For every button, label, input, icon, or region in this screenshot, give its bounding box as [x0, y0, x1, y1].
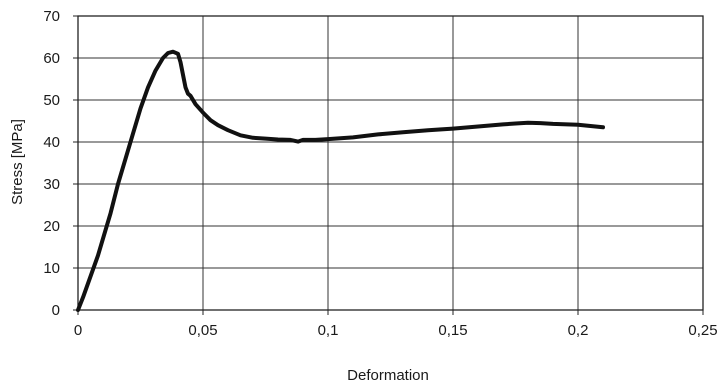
y-tick-label: 20	[43, 218, 60, 235]
y-tick-label: 50	[43, 92, 60, 109]
x-tick-label: 0	[74, 322, 82, 339]
y-axis-label: Stress [MPa]	[9, 119, 26, 205]
x-tick-label: 0,05	[188, 322, 217, 339]
y-tick-label: 30	[43, 176, 60, 193]
x-axis-label: Deformation	[347, 367, 429, 384]
y-tick-label: 40	[43, 134, 60, 151]
series-line	[76, 49, 605, 312]
y-tick-label: 60	[43, 50, 60, 67]
y-tick-label: 70	[43, 8, 60, 25]
plot-border	[77, 15, 704, 311]
y-axis-ticks: 0 10 20 30 40 50 60 70	[43, 8, 78, 319]
y-tick-label: 0	[52, 302, 60, 319]
x-axis-ticks: 0 0,05 0,1 0,15 0,2 0,25	[74, 310, 718, 339]
x-tick-label: 0,1	[318, 322, 339, 339]
plot-frame	[77, 15, 704, 311]
y-tick-label: 10	[43, 260, 60, 277]
x-tick-label: 0,25	[688, 322, 717, 339]
x-tick-label: 0,15	[438, 322, 467, 339]
x-tick-label: 0,2	[568, 322, 589, 339]
grid	[78, 16, 703, 310]
